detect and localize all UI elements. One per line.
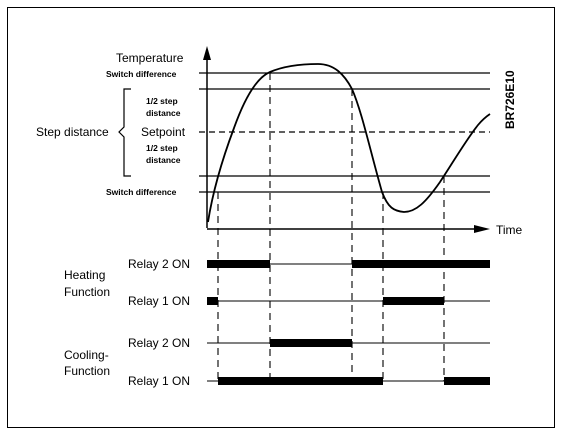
switch-difference-upper-label: Switch difference xyxy=(106,69,177,79)
half-step-upper-label-cont: distance xyxy=(146,108,181,118)
cooling-relay2-label: Relay 2 ON xyxy=(128,336,190,350)
half-step-lower-label-cont: distance xyxy=(146,155,181,165)
cooling-relay2-on-bar xyxy=(270,339,352,347)
y-axis-arrow xyxy=(203,46,211,60)
heating-relay2-on-bar xyxy=(352,260,490,268)
half-step-upper-label: 1/2 step xyxy=(146,96,178,106)
half-step-lower-label: 1/2 step xyxy=(146,143,178,153)
x-axis-title: Time xyxy=(496,223,523,237)
heating-function-label: Heating xyxy=(64,268,105,282)
x-axis-arrow xyxy=(474,225,490,233)
cooling-relay1-on-bar xyxy=(218,377,383,385)
cooling-function-label: Cooling- xyxy=(64,348,109,362)
step-distance-bracket xyxy=(118,88,131,177)
heating-relay2-label: Relay 2 ON xyxy=(128,257,190,271)
cooling-relay1-label: Relay 1 ON xyxy=(128,374,190,388)
heating-relay1-on-bar xyxy=(207,297,218,305)
temperature-curve xyxy=(207,63,491,223)
heating-relay1-on-bar xyxy=(383,297,444,305)
cooling-function-label-cont: Function xyxy=(64,364,110,378)
heating-relay1-label: Relay 1 ON xyxy=(128,294,190,308)
cooling-relay1-on-bar xyxy=(444,377,490,385)
figure-code: BR726E10 xyxy=(503,70,517,129)
figure-border xyxy=(7,7,555,428)
heating-relay2-on-bar xyxy=(207,260,270,268)
heating-function-label-cont: Function xyxy=(64,285,110,299)
switch-difference-lower-label: Switch difference xyxy=(106,187,177,197)
y-axis-title: Temperature xyxy=(116,51,184,65)
setpoint-label: Setpoint xyxy=(141,125,186,139)
step-distance-label: Step distance xyxy=(36,125,109,139)
